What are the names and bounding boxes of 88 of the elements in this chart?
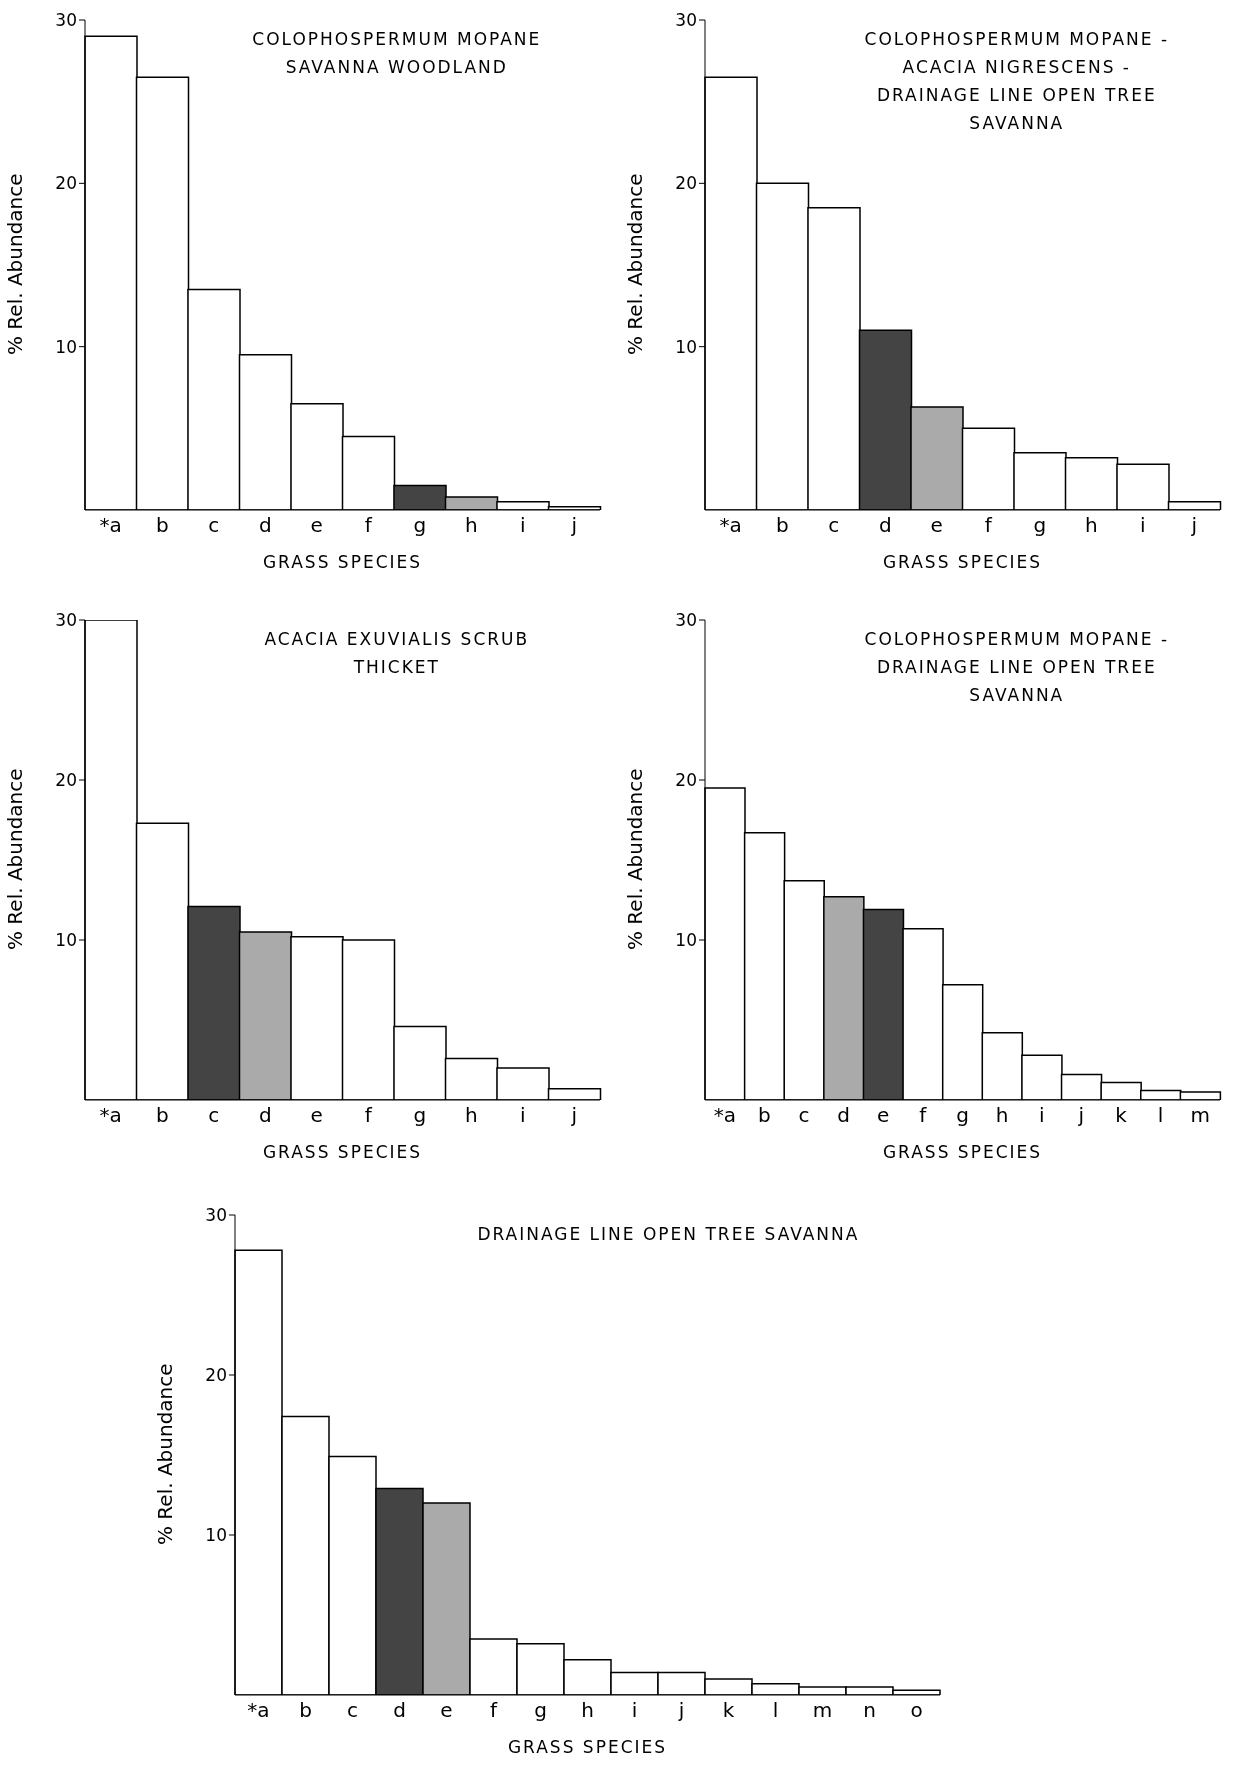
x-tick-label: d bbox=[837, 1103, 851, 1128]
x-tick-label: *a bbox=[719, 513, 742, 538]
y-tick-label: 10 bbox=[675, 930, 697, 951]
text: ACACIA EXUVIALIS SCRUB THICKET bbox=[263, 628, 531, 679]
x-tick-label: e bbox=[877, 1103, 890, 1128]
x-axis-title: GRASS SPECIES bbox=[262, 1142, 423, 1162]
x-tick-label: f bbox=[489, 1698, 498, 1723]
y-axis-title: % Rel. Abundance bbox=[3, 768, 28, 950]
x-tick-label: *a bbox=[713, 1103, 736, 1128]
x-tick-label: f bbox=[364, 513, 373, 538]
x-tick-label: l bbox=[1157, 1103, 1164, 1128]
x-tick-label: h bbox=[464, 513, 478, 538]
x-tick-label: e bbox=[310, 1103, 323, 1128]
x-tick-label: o bbox=[910, 1698, 923, 1723]
x-tick-label: b bbox=[758, 1103, 771, 1128]
y-tick-label: 30 bbox=[55, 610, 77, 631]
x-axis-title: GRASS SPECIES bbox=[507, 1737, 668, 1757]
x-tick-label: *a bbox=[99, 513, 122, 538]
y-tick-label: 20 bbox=[675, 173, 697, 194]
x-tick-label: d bbox=[393, 1698, 406, 1723]
y-tick-label: 10 bbox=[675, 336, 697, 357]
y-tick-label: 30 bbox=[675, 610, 697, 631]
y-tick-label: 30 bbox=[55, 10, 77, 31]
x-axis-title: GRASS SPECIES bbox=[882, 1142, 1043, 1162]
x-tick-label: m bbox=[1190, 1103, 1210, 1128]
x-tick-label: c bbox=[208, 1103, 220, 1128]
y-tick-label: 30 bbox=[205, 1205, 227, 1226]
x-tick-label: h bbox=[1084, 513, 1098, 538]
x-tick-label: f bbox=[984, 513, 993, 538]
x-tick-label: g bbox=[534, 1698, 547, 1723]
x-tick-label: c bbox=[347, 1698, 358, 1723]
x-tick-label: h bbox=[464, 1103, 478, 1128]
x-axis-title: GRASS SPECIES bbox=[882, 552, 1043, 572]
y-axis-title: % Rel. Abundance bbox=[153, 1363, 178, 1545]
x-tick-label: c bbox=[208, 513, 220, 538]
x-tick-label: g bbox=[956, 1103, 969, 1128]
y-tick-label: 10 bbox=[55, 336, 77, 357]
x-tick-label: c bbox=[798, 1103, 810, 1128]
x-tick-label: k bbox=[1115, 1103, 1128, 1128]
text: DRAINAGE LINE OPEN TREE SAVANNA bbox=[476, 1223, 861, 1246]
x-tick-label: g bbox=[1033, 513, 1047, 538]
x-tick-label: i bbox=[1139, 513, 1146, 538]
x-tick-label: n bbox=[863, 1698, 876, 1723]
x-tick-label: k bbox=[722, 1698, 735, 1723]
x-axis-title: GRASS SPECIES bbox=[262, 552, 423, 572]
x-tick-label: g bbox=[413, 513, 427, 538]
text: COLOPHOSPERMUM MOPANE - ACACIA NIGRESCENS - DRAINAGE LINE OPEN TREE SAVANNA bbox=[863, 28, 1171, 135]
x-tick-label: h bbox=[995, 1103, 1009, 1128]
x-tick-label: d bbox=[878, 513, 892, 538]
y-axis-title: % Rel. Abundance bbox=[3, 173, 28, 355]
x-tick-label: i bbox=[1038, 1103, 1045, 1128]
x-tick-label: b bbox=[155, 513, 169, 538]
x-tick-label: *a bbox=[247, 1698, 270, 1723]
x-tick-label: l bbox=[772, 1698, 779, 1723]
x-tick-label: m bbox=[812, 1698, 833, 1723]
x-tick-label: c bbox=[828, 513, 840, 538]
x-tick-label: b bbox=[155, 1103, 169, 1128]
x-tick-label: e bbox=[930, 513, 943, 538]
y-tick-label: 30 bbox=[675, 10, 697, 31]
x-tick-label: e bbox=[310, 513, 323, 538]
text: COLOPHOSPERMUM MOPANE - DRAINAGE LINE OPEN TREE SAVANNA bbox=[863, 628, 1171, 707]
x-tick-label: f bbox=[364, 1103, 373, 1128]
y-tick-label: 20 bbox=[55, 770, 77, 791]
x-tick-label: j bbox=[570, 1103, 578, 1128]
text: COLOPHOSPERMUM MOPANE SAVANNA WOODLAND bbox=[251, 28, 543, 79]
y-axis-title: % Rel. Abundance bbox=[623, 173, 648, 355]
x-tick-label: b bbox=[775, 513, 789, 538]
x-tick-label: i bbox=[519, 1103, 526, 1128]
x-tick-label: j bbox=[570, 513, 578, 538]
x-tick-label: b bbox=[299, 1698, 312, 1723]
x-tick-label: i bbox=[631, 1698, 638, 1723]
x-tick-label: i bbox=[519, 513, 526, 538]
y-tick-label: 20 bbox=[675, 770, 697, 791]
y-tick-label: 20 bbox=[55, 173, 77, 194]
x-tick-label: j bbox=[1077, 1103, 1085, 1128]
y-tick-label: 20 bbox=[205, 1365, 227, 1386]
x-tick-label: g bbox=[413, 1103, 427, 1128]
y-tick-label: 10 bbox=[205, 1525, 227, 1546]
y-tick-label: 10 bbox=[55, 930, 77, 951]
x-tick-label: f bbox=[919, 1103, 928, 1128]
x-tick-label: j bbox=[1190, 513, 1198, 538]
y-axis-title: % Rel. Abundance bbox=[623, 768, 648, 950]
x-tick-label: d bbox=[258, 1103, 272, 1128]
x-tick-label: h bbox=[581, 1698, 594, 1723]
x-tick-label: d bbox=[258, 513, 272, 538]
x-tick-label: e bbox=[440, 1698, 453, 1723]
x-tick-label: j bbox=[677, 1698, 685, 1723]
x-tick-label: *a bbox=[99, 1103, 122, 1128]
